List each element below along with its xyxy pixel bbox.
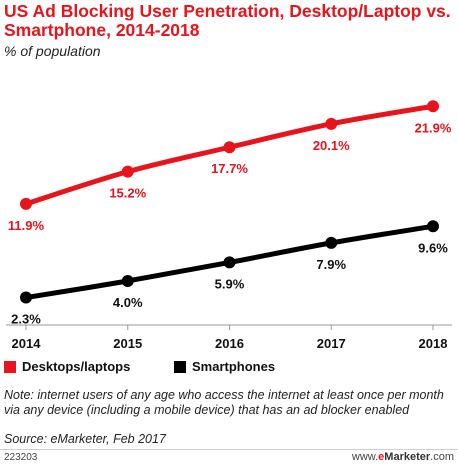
data-label-smartphones-2017: 7.9%: [316, 257, 346, 272]
brand-prefix: www.: [351, 451, 379, 463]
point-smartphones-2018: [427, 220, 439, 233]
point-desktops-2017: [325, 117, 338, 130]
data-label-smartphones-2015: 4.0%: [113, 295, 143, 310]
x-tick-label-2017: 2017: [317, 336, 346, 351]
point-smartphones-2014: [20, 291, 32, 304]
footer-divider: [0, 449, 458, 450]
legend-swatch-smartphones: [174, 360, 186, 373]
x-tick-label-2016: 2016: [215, 336, 244, 351]
chart-subtitle: % of population: [4, 43, 101, 59]
x-tick-label-2015: 2015: [113, 336, 142, 351]
x-tick-label-2014: 2014: [12, 336, 42, 351]
data-label-desktops-2015: 15.2%: [109, 186, 146, 201]
chart-id: 223203: [4, 452, 38, 463]
data-label-desktops-2014: 11.9%: [8, 218, 45, 233]
legend-label-smartphones: Smartphones: [192, 359, 276, 374]
chart-note: Note: internet users of any age who acce…: [4, 388, 444, 417]
legend-item-smartphones: Smartphones: [174, 359, 275, 374]
point-smartphones-2016: [223, 256, 236, 269]
data-label-smartphones-2016: 5.9%: [215, 276, 245, 291]
point-desktops-2016: [223, 141, 236, 154]
legend: Desktops/laptops Smartphones: [4, 359, 444, 377]
line-chart: 2014 2015 2016 2017 2018 11.9% 15.2% 17.7% 20.1%…: [6, 100, 452, 351]
brand-logo[interactable]: www.eMarketer.com: [352, 451, 454, 463]
point-desktops-2018: [427, 100, 439, 113]
data-label-desktops-2016: 17.7%: [211, 161, 248, 176]
point-smartphones-2015: [121, 274, 134, 287]
legend-label-desktops: Desktops/laptops: [22, 359, 131, 374]
brand-name: Marketer: [384, 451, 431, 463]
point-smartphones-2017: [325, 236, 338, 249]
x-tick-label-2018: 2018: [419, 336, 448, 351]
data-label-desktops-2018: 21.9%: [415, 120, 452, 135]
point-desktops-2014: [20, 197, 32, 210]
legend-item-desktops: Desktops/laptops: [4, 359, 130, 374]
data-label-desktops-2017: 20.1%: [313, 138, 350, 153]
chart-title: US Ad Blocking User Penetration, Desktop…: [4, 1, 451, 40]
legend-swatch-desktops: [4, 360, 16, 373]
point-desktops-2015: [121, 165, 134, 178]
brand-e: e: [378, 451, 385, 463]
data-label-smartphones-2014: 2.3%: [11, 312, 41, 327]
series-line-desktops: [23, 103, 436, 207]
data-label-smartphones-2018: 9.6%: [418, 240, 448, 255]
brand-suffix: .com: [430, 451, 454, 463]
chart-source: Source: eMarketer, Feb 2017: [4, 432, 166, 446]
